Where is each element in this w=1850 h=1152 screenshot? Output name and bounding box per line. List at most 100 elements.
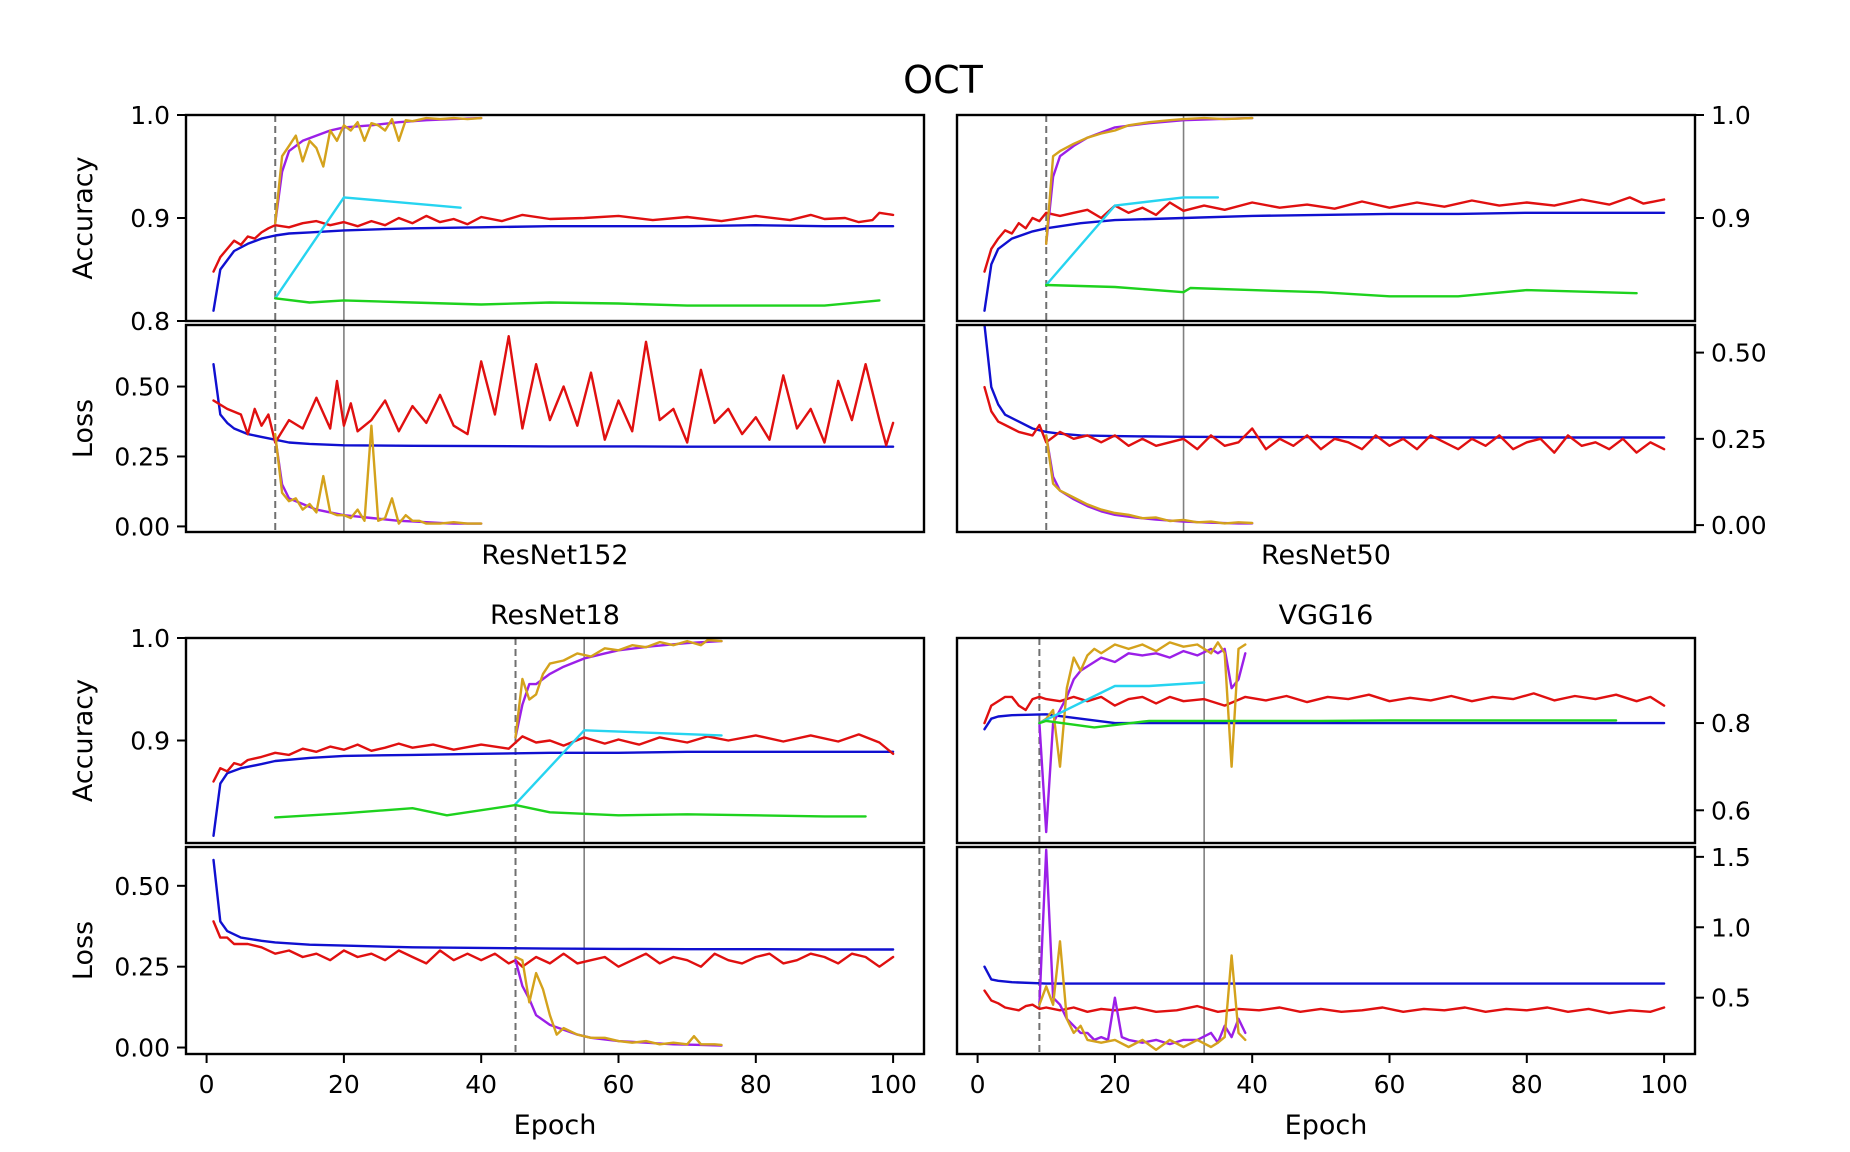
x-tick-label: 0 [199, 1070, 215, 1099]
x-tick-label: 60 [1374, 1070, 1406, 1099]
series-line-val_dense [983, 196, 1666, 273]
x-tick-label: 0 [970, 1070, 986, 1099]
loss-frame [184, 845, 926, 1056]
series-line-train_dense [212, 750, 895, 837]
series-line-acc_green [1038, 719, 1618, 729]
y-tick-label: 0.9 [130, 727, 170, 756]
series-line-train_dense [983, 965, 1666, 985]
y-tick-label: 0.25 [114, 442, 170, 471]
series-line-acc_green [274, 297, 881, 307]
loss-y-label: Loss [68, 921, 99, 980]
panel-label: ResNet18 [490, 600, 620, 631]
accuracy-subplot: 0.8 0.9 1.0 Accuracy [68, 101, 926, 336]
panel-label: VGG16 [1279, 600, 1374, 631]
series-line-val_sparse [274, 424, 483, 525]
panel-resnet18: 0.9 1.0 Accuracy 0.00 0.25 0.50 Loss ResNet18 0 2… [68, 600, 926, 1141]
series-line-val_sparse [514, 955, 723, 1047]
series-line-train_sparse [274, 116, 483, 225]
y-tick-label: 0.50 [1711, 339, 1767, 368]
panel-vgg16: 0.6 0.8 0.5 1.0 1.5 VGG16 0 20 40 60 80 100 Epoch [955, 600, 1751, 1141]
x-tick-label: 40 [465, 1070, 497, 1099]
panel-label: ResNet152 [481, 540, 628, 571]
loss-frame [955, 323, 1697, 534]
panel-resnet50: 0.9 1.0 0.00 0.25 0.50 ResNet50 [955, 101, 1767, 571]
series-line-train_sparse [1044, 116, 1254, 246]
series-line-val_sparse [514, 638, 723, 739]
x-axis-label: Epoch [514, 1110, 597, 1141]
y-tick-label: 0.8 [1711, 709, 1751, 738]
series-line-train_sparse [1044, 434, 1254, 525]
x-tick-label: 100 [1640, 1070, 1688, 1099]
series-group [212, 335, 895, 525]
y-tick-label: 0.50 [114, 373, 170, 402]
series-line-val_sparse [1044, 434, 1254, 525]
series-line-acc_cyan [1038, 681, 1206, 725]
figure-title: OCT [903, 58, 983, 102]
y-tick-label: 0.25 [114, 953, 170, 982]
series-group [983, 848, 1666, 1052]
series-line-train_sparse [1038, 848, 1247, 1046]
loss-frame [184, 323, 926, 534]
y-tick-label: 0.25 [1711, 425, 1767, 454]
y-tick-label: 0.5 [1711, 984, 1751, 1013]
series-line-train_sparse [514, 639, 723, 739]
y-tick-label: 0.6 [1711, 796, 1751, 825]
y-tick-label: 0.00 [114, 512, 170, 541]
x-tick-label: 100 [869, 1070, 917, 1099]
series-group [983, 325, 1666, 525]
series-line-val_dense [212, 335, 895, 447]
accuracy-y-label: Accuracy [68, 679, 99, 802]
series-line-val_dense [212, 211, 895, 273]
series-line-val_dense [212, 733, 895, 783]
y-tick-label: 1.5 [1711, 843, 1751, 872]
y-tick-label: 1.0 [130, 624, 170, 653]
y-tick-label: 1.0 [130, 101, 170, 130]
series-line-acc_cyan [514, 729, 723, 806]
series-line-train_dense [212, 363, 895, 448]
loss-subplot: 0.00 0.25 0.50 Loss [68, 845, 926, 1063]
series-line-acc_green [274, 803, 867, 819]
loss-y-label: Loss [68, 399, 99, 458]
panels: 0.80.91.0Accuracy0.000.250.50LossResNet1… [68, 101, 1767, 1141]
series-line-train_dense [983, 211, 1666, 312]
x-axis-label: Epoch [1285, 1110, 1368, 1141]
series-group [212, 638, 895, 837]
y-tick-label: 0.9 [130, 204, 170, 233]
y-tick-label: 0.8 [130, 307, 170, 336]
y-tick-label: 0.9 [1711, 204, 1751, 233]
series-line-train_dense [983, 713, 1666, 731]
x-tick-label: 80 [740, 1070, 772, 1099]
series-line-train_dense [212, 223, 895, 312]
x-tick-label: 60 [603, 1070, 635, 1099]
accuracy-y-label: Accuracy [68, 156, 99, 279]
series-group [212, 858, 895, 1047]
accuracy-subplot: 0.9 1.0 [955, 101, 1751, 323]
y-tick-label: 1.0 [1711, 913, 1751, 942]
series-line-val_sparse [274, 116, 483, 225]
series-line-train_dense [983, 325, 1666, 439]
x-tick-label: 40 [1236, 1070, 1268, 1099]
y-tick-label: 0.50 [114, 872, 170, 901]
series-group [983, 116, 1666, 312]
series-line-acc_cyan [274, 196, 462, 300]
loss-subplot: 0.5 1.0 1.5 [955, 843, 1751, 1056]
panel-resnet152: 0.8 0.9 1.0 Accuracy 0.00 0.25 0.50 Loss ResNet1… [68, 101, 926, 571]
y-tick-label: 0.00 [1711, 511, 1767, 540]
series-line-val_dense [212, 920, 895, 968]
series-line-train_dense [212, 858, 895, 951]
loss-subplot: 0.00 0.25 0.50 [955, 323, 1767, 540]
x-tick-label: 20 [328, 1070, 360, 1099]
accuracy-subplot: 0.6 0.8 [955, 636, 1751, 845]
series-group [212, 116, 895, 312]
accuracy-frame [955, 636, 1697, 845]
x-tick-label: 80 [1511, 1070, 1543, 1099]
y-tick-label: 0.00 [114, 1034, 170, 1063]
series-line-val_dense [983, 989, 1666, 1015]
series-line-acc_cyan [1044, 196, 1220, 287]
x-tick-label: 20 [1099, 1070, 1131, 1099]
y-tick-label: 1.0 [1711, 101, 1751, 130]
series-group [983, 641, 1666, 834]
loss-subplot: 0.00 0.25 0.50 Loss [68, 323, 926, 541]
series-line-val_dense [983, 385, 1666, 454]
